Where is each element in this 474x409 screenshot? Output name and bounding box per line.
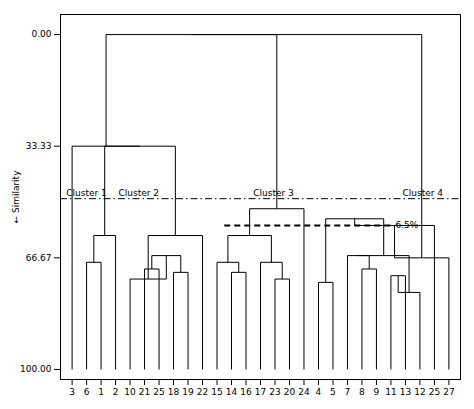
- svg-text:18: 18: [168, 387, 180, 397]
- svg-text:10: 10: [124, 387, 136, 397]
- svg-text:Cluster 2: Cluster 2: [118, 188, 159, 198]
- svg-text:100.00: 100.00: [20, 364, 52, 374]
- svg-text:5: 5: [330, 387, 336, 397]
- svg-text:11: 11: [385, 387, 396, 397]
- svg-text:33.33: 33.33: [26, 141, 52, 151]
- svg-text:Cluster 1: Cluster 1: [66, 188, 107, 198]
- svg-text:8: 8: [359, 387, 365, 397]
- svg-text:14: 14: [226, 387, 238, 397]
- svg-text:15: 15: [211, 387, 222, 397]
- svg-text:17: 17: [255, 387, 266, 397]
- svg-text:1: 1: [98, 387, 104, 397]
- svg-text:Cluster 3: Cluster 3: [253, 188, 294, 198]
- svg-text:19: 19: [182, 387, 194, 397]
- svg-text:← Similarity: ← Similarity: [11, 170, 21, 224]
- svg-text:25: 25: [429, 387, 440, 397]
- svg-text:2: 2: [113, 387, 119, 397]
- svg-text:6.5%: 6.5%: [395, 220, 418, 230]
- svg-text:7: 7: [345, 387, 351, 397]
- svg-text:4: 4: [316, 387, 322, 397]
- svg-text:0.00: 0.00: [31, 29, 51, 39]
- svg-text:13: 13: [400, 387, 411, 397]
- svg-text:27: 27: [443, 387, 454, 397]
- svg-text:9: 9: [374, 387, 380, 397]
- svg-text:24: 24: [298, 387, 310, 397]
- svg-text:Cluster 4: Cluster 4: [403, 188, 444, 198]
- svg-text:21: 21: [139, 387, 150, 397]
- svg-text:3: 3: [69, 387, 75, 397]
- svg-text:16: 16: [240, 387, 252, 397]
- svg-text:20: 20: [284, 387, 296, 397]
- svg-text:25: 25: [153, 387, 164, 397]
- svg-text:6: 6: [84, 387, 90, 397]
- svg-text:23: 23: [269, 387, 280, 397]
- svg-text:12: 12: [414, 387, 425, 397]
- svg-text:66.67: 66.67: [26, 253, 52, 263]
- svg-text:22: 22: [197, 387, 208, 397]
